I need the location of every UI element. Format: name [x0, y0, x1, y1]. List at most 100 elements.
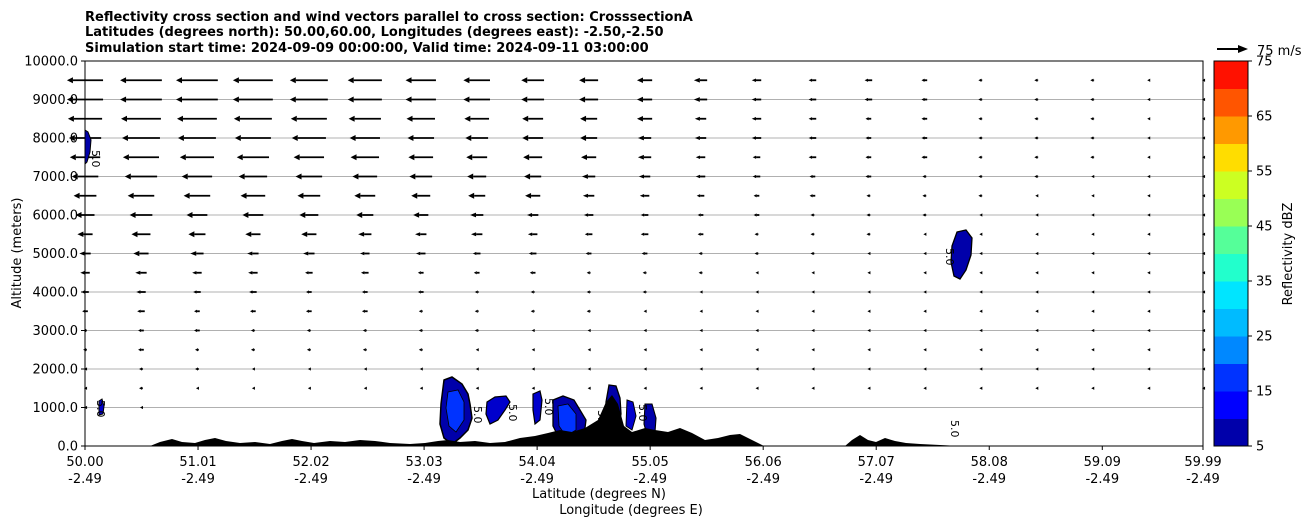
wind-vector-head — [183, 192, 190, 199]
wind-vector-head — [811, 386, 815, 390]
wind-vector-head — [1090, 136, 1094, 140]
wind-vector-head — [245, 231, 252, 237]
wind-vector-head — [240, 192, 247, 199]
wind-vector-head — [247, 251, 253, 256]
wind-vector-head — [242, 212, 249, 218]
wind-vector-head — [139, 386, 143, 390]
colorbar-ticks: 5 15 25 35 45 55 65 75 — [1248, 55, 1273, 455]
wind-vector-head — [867, 271, 871, 275]
wind-vector-head — [637, 135, 644, 141]
wind-vector-head — [867, 290, 871, 294]
wind-vector-head — [248, 271, 253, 275]
wind-vector-head — [1035, 309, 1039, 313]
wind-vector-head — [250, 348, 254, 352]
wind-vector-head — [581, 154, 588, 160]
wind-vector-head — [755, 348, 759, 352]
wind-vector-head — [407, 135, 414, 141]
wind-vector-head — [521, 77, 528, 84]
colorbar-tick-label: 75 — [1256, 55, 1273, 70]
wind-vector-head — [867, 348, 871, 352]
wind-vector-head — [867, 328, 871, 333]
wind-vector-head — [1147, 367, 1151, 371]
wind-vector-head — [1091, 309, 1095, 313]
colorbar-segment — [1214, 143, 1248, 172]
wind-vector-head — [867, 367, 871, 371]
x-tick-label-lon: -2.49 — [633, 472, 667, 487]
y-axis-ticks: 0.0 1000.0 2000.0 3000.0 4000.0 5000.0 6000.0 7… — [24, 55, 85, 455]
wind-vector-head — [463, 96, 470, 103]
wind-vector-head — [580, 115, 587, 122]
wind-vector-head — [418, 328, 422, 333]
wind-vector-head — [120, 96, 127, 103]
wind-vector-head — [289, 96, 296, 103]
wind-vector-head — [122, 154, 129, 161]
quiver-key-label: 75 m/s — [1257, 44, 1302, 59]
wind-vector-head — [181, 173, 188, 180]
wind-vector-head — [529, 271, 533, 275]
x-tick-label-lat: 59.09 — [1084, 455, 1121, 470]
wind-vector-head — [1091, 251, 1095, 256]
wind-vector-head — [699, 309, 703, 313]
wind-vector-head — [1035, 348, 1039, 352]
x-axis-ticks: 50.00 -2.49 51.01 -2.49 52.02 -2.49 53.03 -2.49… — [66, 446, 1222, 487]
reflectivity-cell-53b — [485, 395, 511, 425]
wind-vector-head — [473, 271, 477, 275]
wind-vector-head — [636, 77, 643, 83]
wind-vector-head — [1090, 117, 1094, 121]
wind-vector-head — [463, 77, 470, 84]
reflectivity-cell-mid-level — [950, 229, 973, 280]
wind-vector-head — [347, 77, 354, 84]
wind-vector-head — [84, 367, 88, 371]
y-tick-label: 3000.0 — [33, 324, 79, 339]
wind-vector-head — [699, 290, 703, 294]
wind-vector-head — [1202, 97, 1206, 102]
wind-vector-head — [1091, 367, 1095, 371]
wind-vector-head — [466, 154, 473, 161]
wind-vector-head — [1091, 290, 1095, 294]
wind-vector-head — [1202, 194, 1206, 198]
wind-vector-head — [530, 290, 534, 294]
colorbar-frame — [1213, 60, 1249, 447]
wind-vector-head — [923, 232, 927, 236]
terrain-silhouette — [85, 395, 960, 446]
wind-vector-head — [131, 231, 138, 238]
contour-label-9: 5.0 — [948, 420, 961, 438]
wind-vector-head — [698, 251, 702, 256]
wind-vector-head — [417, 290, 421, 294]
colorbar-segment — [1214, 418, 1248, 447]
wind-vector-head — [636, 116, 643, 122]
wind-vector-head — [1091, 174, 1095, 179]
wind-vector-head — [923, 309, 927, 313]
wind-vector-head — [120, 77, 127, 84]
wind-vector-head — [405, 96, 412, 103]
wind-vector-head — [755, 386, 759, 390]
wind-vector-head — [195, 386, 199, 390]
wind-vector-head — [418, 309, 422, 313]
x-tick-label-lon: -2.49 — [294, 472, 328, 487]
wind-vector-head — [643, 309, 647, 313]
wind-vector-head — [979, 309, 983, 313]
colorbar-segment — [1214, 171, 1248, 199]
wind-vector-head — [640, 213, 645, 217]
colorbar-tick-label: 55 — [1256, 165, 1273, 180]
wind-vector-head — [979, 328, 983, 333]
x-axis-label-longitude: Longitude (degrees E) — [559, 503, 703, 518]
wind-vector-head — [923, 386, 927, 390]
wind-vector-head — [866, 213, 870, 217]
wind-vector-head — [699, 386, 703, 390]
wind-vector-head — [238, 173, 245, 180]
colorbar-blocks — [1214, 61, 1248, 447]
contour-label-2: 5.0 — [943, 248, 956, 266]
wind-vector-head — [356, 212, 363, 218]
y-tick-label: 10000.0 — [24, 55, 78, 70]
wind-vector-head — [809, 194, 813, 198]
contour-label-5: 5.0 — [506, 404, 519, 422]
wind-vector-head — [1202, 213, 1206, 217]
wind-vector-head — [413, 212, 420, 218]
wind-vector-head — [1035, 386, 1039, 390]
wind-vector-head — [409, 173, 416, 180]
title-line-2: Latitudes (degrees north): 50.00,60.00, … — [85, 25, 664, 40]
wind-vector-head — [923, 251, 927, 256]
wind-vector-head — [694, 116, 700, 121]
wind-vector-head — [643, 328, 647, 333]
